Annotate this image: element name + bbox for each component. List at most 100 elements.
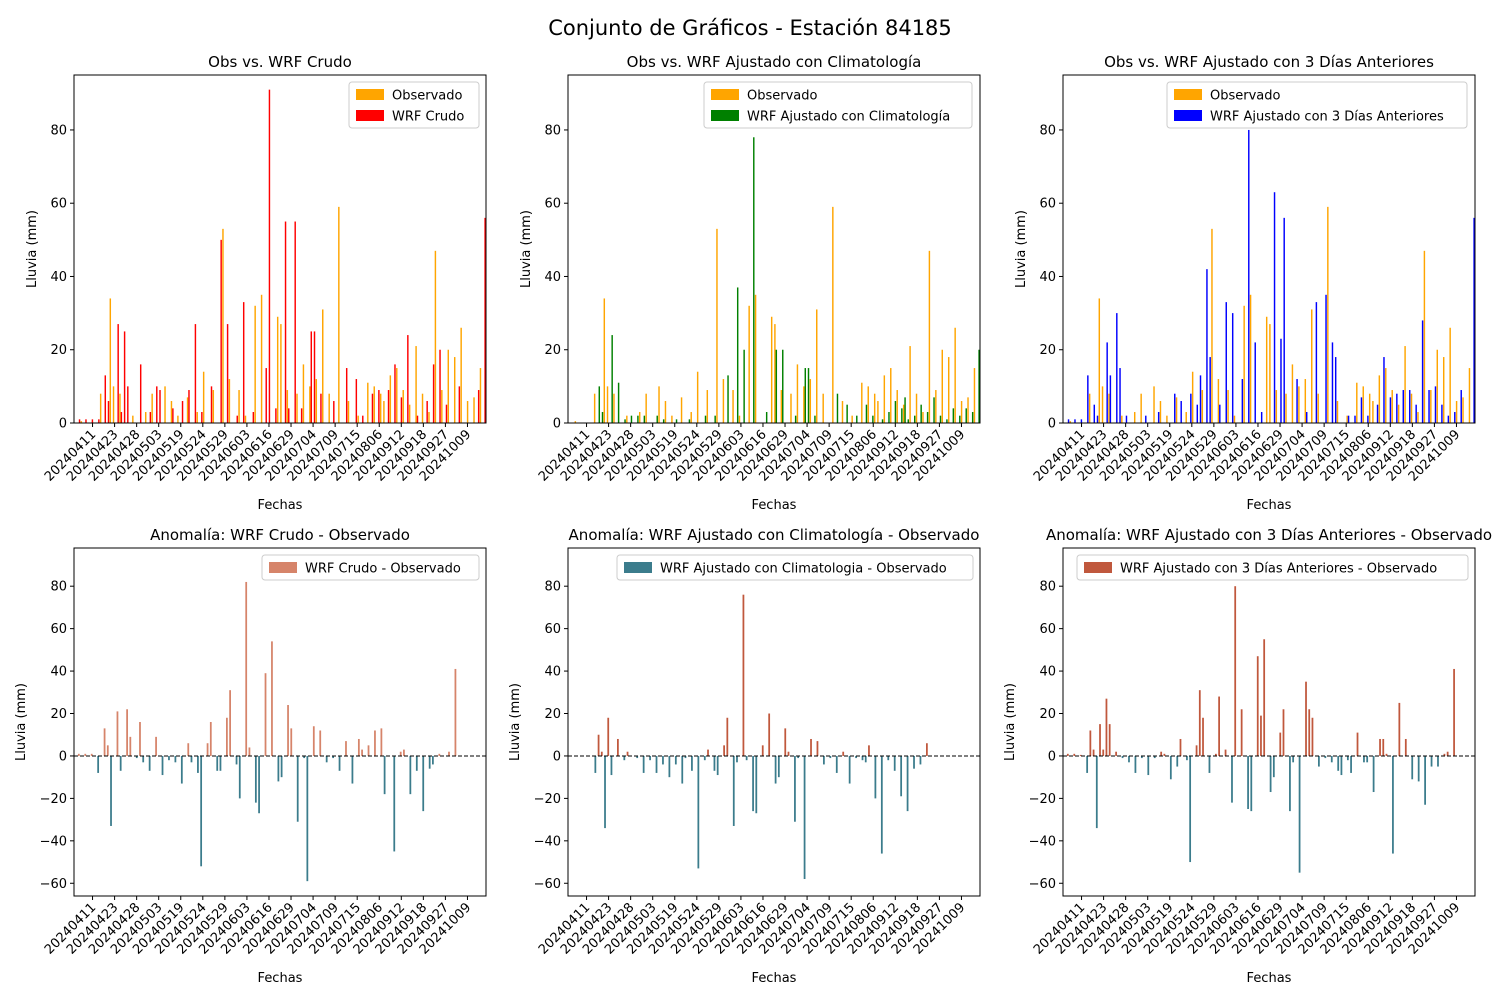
bar: [1218, 696, 1220, 756]
bar: [1219, 404, 1221, 423]
bar: [1166, 415, 1168, 423]
bar: [893, 755, 896, 771]
bar: [1336, 401, 1339, 423]
plot-area: [1063, 75, 1475, 423]
axes-frame: [567, 547, 981, 897]
bar: [1280, 338, 1282, 423]
chart-title: Obs vs. WRF Crudo: [208, 53, 352, 71]
bar: [1067, 419, 1070, 423]
bar: [1363, 755, 1365, 763]
bar: [662, 755, 664, 765]
bar: [1250, 755, 1253, 812]
bar: [77, 753, 80, 756]
y-tick-label: 80: [50, 123, 67, 138]
bar: [1337, 755, 1340, 771]
bar: [164, 386, 166, 423]
bar: [1447, 415, 1450, 423]
legend-label: Observado: [392, 89, 463, 104]
bar: [1073, 753, 1076, 756]
legend-box: [616, 554, 974, 581]
bar: [1362, 386, 1364, 423]
bar: [1115, 751, 1117, 756]
bar: [933, 397, 935, 423]
bar: [129, 736, 132, 756]
bar: [803, 755, 806, 880]
bar: [594, 755, 597, 773]
chart-title: Obs vs. WRF Ajustado con 3 Días Anterior…: [1104, 53, 1434, 71]
bar: [378, 390, 380, 423]
bar: [1283, 217, 1285, 423]
x-axis-label: Fechas: [752, 971, 797, 986]
legend-label: WRF Ajustado con 3 Días Anteriores: [1210, 110, 1444, 125]
bar: [626, 751, 629, 756]
bar: [220, 239, 222, 423]
bar: [302, 364, 305, 423]
legend-swatch: [356, 110, 384, 121]
bar: [1153, 755, 1156, 759]
bar: [1256, 656, 1259, 756]
bar: [201, 412, 203, 423]
bar: [1121, 415, 1123, 423]
bar: [637, 415, 639, 423]
bar: [394, 364, 396, 423]
bar: [380, 728, 383, 756]
bar: [775, 349, 778, 423]
bar: [1066, 753, 1069, 756]
bar: [1248, 129, 1250, 423]
bar: [928, 250, 931, 423]
bar: [922, 412, 924, 423]
bar: [1086, 755, 1089, 773]
bar: [374, 730, 376, 756]
bar: [300, 408, 303, 423]
bar: [1233, 415, 1236, 423]
bar: [479, 368, 482, 423]
bar: [753, 137, 755, 423]
bar: [832, 206, 834, 423]
bar: [1186, 755, 1188, 761]
bar: [1234, 586, 1237, 756]
bar: [867, 386, 869, 423]
bar: [379, 393, 382, 423]
bar: [1392, 755, 1394, 854]
bar: [1306, 412, 1308, 423]
bar: [142, 755, 145, 763]
bar: [103, 728, 106, 756]
bar: [1409, 390, 1411, 423]
bar: [1327, 206, 1329, 423]
bar: [428, 412, 430, 423]
bar: [399, 751, 402, 756]
legend-box: [261, 554, 480, 581]
y-axis-label: Lluvia (mm): [508, 683, 523, 761]
bar: [219, 755, 222, 771]
bar: [954, 327, 956, 423]
bar: [611, 335, 613, 423]
bar: [890, 368, 892, 423]
bar: [1269, 324, 1271, 423]
bar: [407, 335, 409, 423]
bar: [1099, 724, 1101, 756]
bar: [1243, 305, 1245, 423]
bar: [1098, 298, 1101, 423]
bar: [1454, 412, 1456, 423]
bar: [780, 390, 783, 423]
bar: [816, 309, 818, 423]
bar: [1402, 390, 1405, 423]
y-tick-label: 40: [1039, 665, 1056, 680]
bar: [941, 349, 943, 423]
bar: [1356, 382, 1358, 423]
bar: [1140, 755, 1143, 759]
bar: [1347, 415, 1350, 423]
bar: [926, 412, 929, 423]
y-tick-label: −40: [534, 834, 561, 849]
bar: [1119, 368, 1121, 423]
bar: [658, 386, 660, 423]
y-tick-label: 0: [59, 417, 67, 432]
bar: [1179, 738, 1182, 756]
bar: [745, 755, 748, 761]
bar: [1330, 755, 1333, 763]
bar: [1318, 755, 1320, 767]
bar: [1096, 415, 1099, 423]
bar: [1292, 755, 1295, 763]
axes-frame: [73, 547, 487, 897]
chart-title: Anomalía: WRF Ajustado con 3 Días Anteri…: [1046, 526, 1492, 544]
